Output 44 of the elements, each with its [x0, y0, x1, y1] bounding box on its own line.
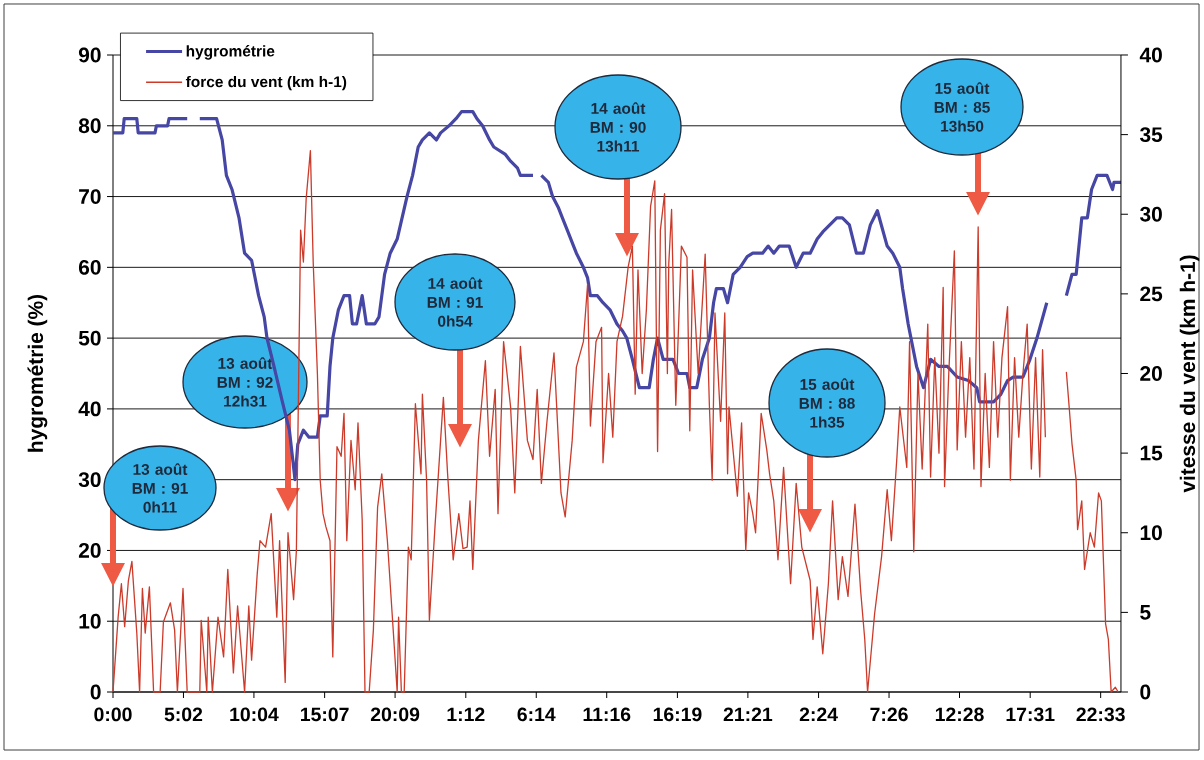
x-tick-label: 20:09: [370, 707, 420, 722]
x-tick-label: 2:24: [799, 707, 838, 722]
x-tick-label: 22:33: [1076, 707, 1125, 722]
legend-label: force du vent (km h-1): [185, 75, 347, 91]
y-tick-label: 30: [78, 472, 101, 488]
x-tick-label: 7:26: [870, 707, 908, 722]
y2-tick-label: 25: [1140, 286, 1163, 302]
x-tick-label: 10:04: [230, 707, 279, 722]
y2-axis-title: vitesse du vent (km h-1): [1179, 255, 1200, 493]
y2-tick-label: 30: [1139, 206, 1162, 222]
y2-tick-label: 5: [1140, 605, 1151, 620]
y-tick-label: 0: [90, 684, 101, 700]
y-tick-label: 50: [78, 330, 101, 346]
y-tick-label: 10: [79, 613, 101, 629]
x-tick-label: 1:12: [447, 707, 485, 722]
x-tick-label: 5:02: [164, 707, 203, 722]
x-tick-label: 6:14: [517, 707, 556, 722]
annotation: 14 août BM : 90 13h11: [590, 102, 646, 152]
x-tick-label: 11:16: [583, 707, 631, 722]
x-tick-label: 17:31: [1006, 707, 1055, 722]
y-axis-title: hygrométrie (%): [27, 294, 48, 452]
y2-tick-label: 0: [1140, 684, 1151, 700]
y2-tick-label: 10: [1140, 525, 1162, 541]
x-tick-label: 21:21: [723, 707, 773, 722]
annotation: 15 août BM : 88 1h35: [799, 378, 855, 428]
y2-tick-label: 35: [1139, 127, 1163, 143]
x-tick-label: 16:19: [653, 707, 702, 722]
annotation: 13 août BM : 92 12h31: [217, 357, 273, 407]
y-tick-label: 20: [78, 543, 101, 558]
y-tick-label: 80: [78, 118, 101, 134]
annotation: 14 août BM : 91 0h54: [427, 277, 483, 327]
x-tick-label: 12:28: [935, 707, 984, 722]
y2-tick-label: 20: [1140, 366, 1162, 381]
y-tick-label: 60: [78, 259, 101, 275]
annotation: 13 août BM : 91 0h11: [132, 463, 188, 513]
x-tick-label: 15:07: [301, 707, 349, 722]
y2-tick-label: 15: [1140, 445, 1163, 461]
legend-label: hygrométrie: [186, 45, 275, 60]
y-tick-label: 70: [79, 189, 101, 204]
y2-tick-label: 40: [1139, 47, 1162, 63]
y-tick-label: 40: [78, 401, 101, 417]
annotation: 15 août BM : 85 13h50: [934, 82, 990, 132]
y-tick-label: 90: [78, 47, 101, 63]
x-tick-label: 0:00: [94, 707, 132, 722]
